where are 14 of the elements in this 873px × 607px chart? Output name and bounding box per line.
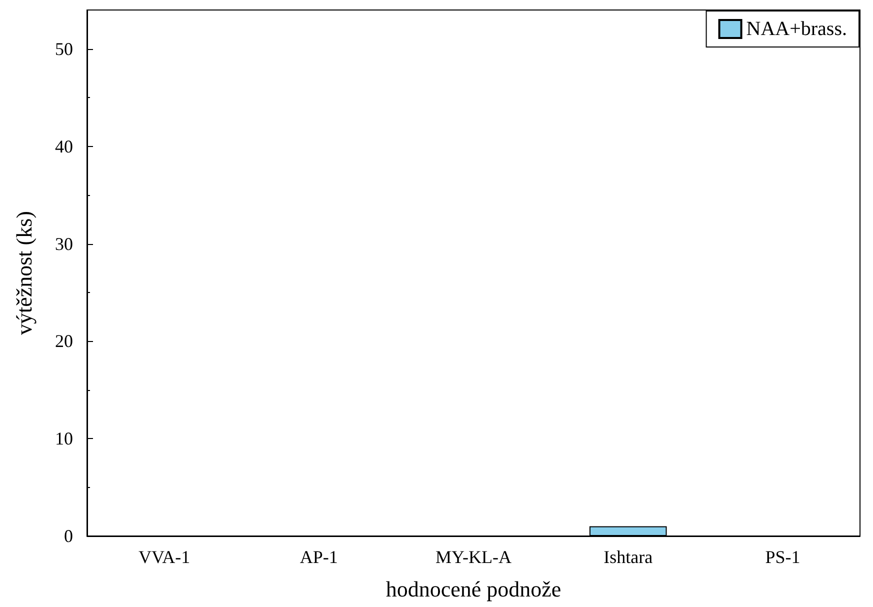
y-tick-label: 40 <box>55 136 73 156</box>
legend-label: NAA+brass. <box>746 18 848 40</box>
x-tick-label: Ishtara <box>604 547 653 567</box>
y-tick-label: 0 <box>64 526 73 546</box>
y-tick-label: 10 <box>55 428 73 449</box>
x-tick-label: VVA-1 <box>138 547 190 567</box>
x-axis-title: hodnocené podnože <box>386 576 562 602</box>
x-tick-label: PS-1 <box>765 547 800 567</box>
y-tick-label: 20 <box>55 331 73 352</box>
y-tick-label: 50 <box>55 38 73 59</box>
y-axis-title: výtěžnost (ks) <box>12 210 36 336</box>
y-tick-label: 30 <box>55 234 73 254</box>
x-tick-label: AP-1 <box>300 547 338 567</box>
x-tick-label: MY-KL-A <box>436 547 512 567</box>
